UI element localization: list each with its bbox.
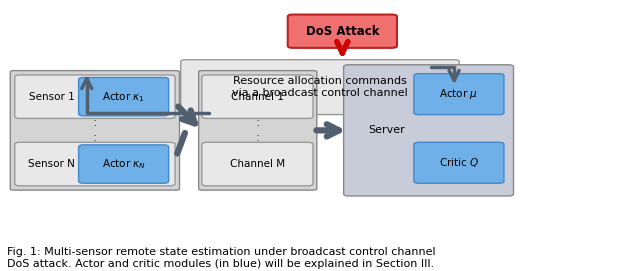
FancyBboxPatch shape <box>202 75 313 118</box>
FancyBboxPatch shape <box>202 142 313 186</box>
FancyBboxPatch shape <box>414 74 504 115</box>
Text: :
:: : : <box>93 116 97 144</box>
Text: Channel 1: Channel 1 <box>231 92 284 102</box>
Text: Actor $\mu$: Actor $\mu$ <box>440 87 478 101</box>
FancyBboxPatch shape <box>79 145 169 183</box>
Text: :
:: : : <box>255 116 260 144</box>
FancyBboxPatch shape <box>15 142 175 186</box>
FancyBboxPatch shape <box>79 78 169 116</box>
FancyBboxPatch shape <box>180 60 460 115</box>
Text: Channel M: Channel M <box>230 159 285 169</box>
FancyBboxPatch shape <box>10 71 179 190</box>
Text: DoS Attack: DoS Attack <box>306 25 379 38</box>
FancyBboxPatch shape <box>15 75 175 118</box>
Text: Server: Server <box>369 125 405 136</box>
Text: Sensor 1: Sensor 1 <box>29 92 75 102</box>
FancyBboxPatch shape <box>288 15 397 48</box>
Text: Resource allocation commands
via a broadcast control channel: Resource allocation commands via a broad… <box>232 76 408 98</box>
Text: Sensor N: Sensor N <box>28 159 76 169</box>
FancyBboxPatch shape <box>344 65 513 196</box>
Text: Actor $\kappa_N$: Actor $\kappa_N$ <box>102 157 146 171</box>
Text: Critic $Q$: Critic $Q$ <box>439 156 479 169</box>
Text: Fig. 1: Multi-sensor remote state estimation under broadcast control channel
DoS: Fig. 1: Multi-sensor remote state estima… <box>7 247 436 269</box>
FancyBboxPatch shape <box>198 71 317 190</box>
Text: Actor $\kappa_1$: Actor $\kappa_1$ <box>102 90 145 104</box>
FancyBboxPatch shape <box>414 142 504 183</box>
